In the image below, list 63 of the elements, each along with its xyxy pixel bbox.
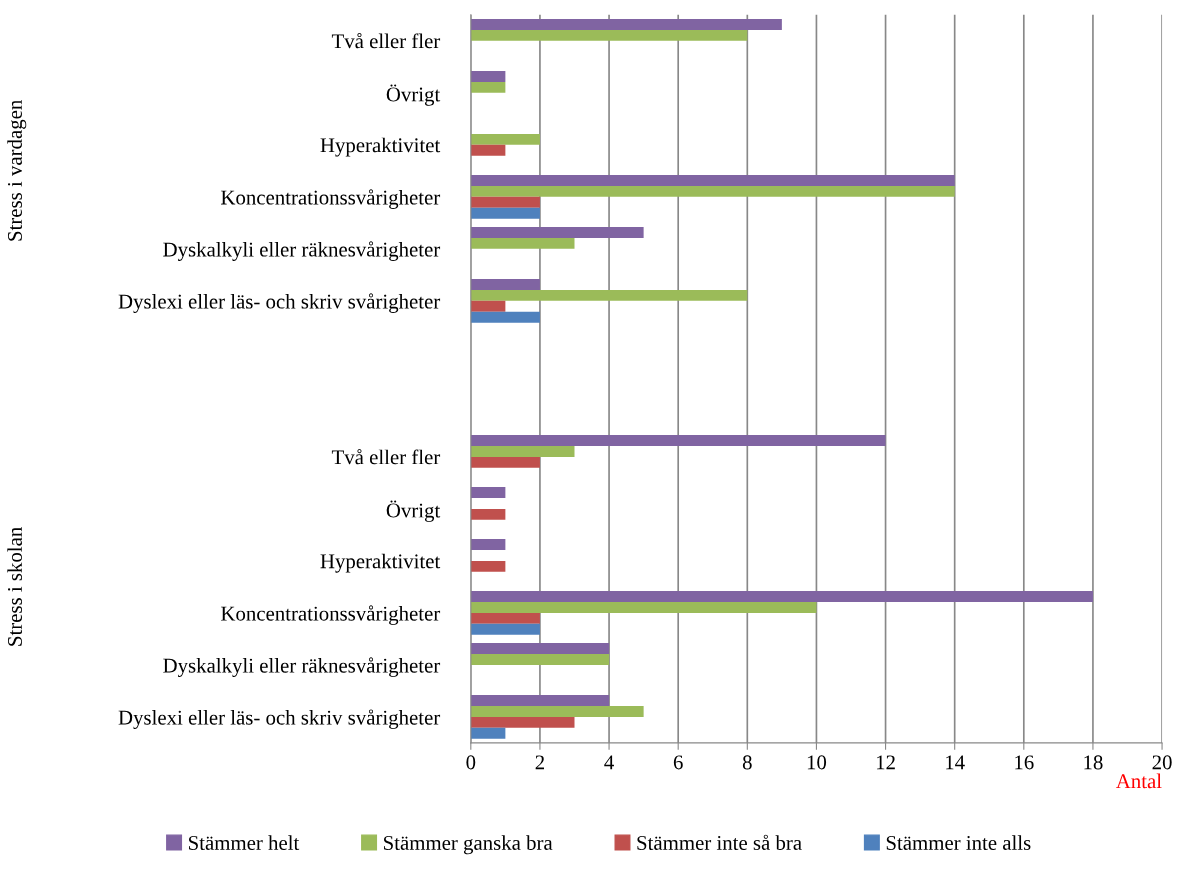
- bar: [470, 207, 540, 219]
- bar: [470, 29, 748, 41]
- bar: [470, 227, 644, 238]
- bar: [470, 185, 955, 197]
- bar: [470, 539, 506, 550]
- x-tick-label: 12: [876, 755, 895, 770]
- bar: [470, 487, 506, 498]
- x-axis-title: Antal: [1115, 773, 1162, 789]
- x-tick-label: 16: [1015, 755, 1034, 770]
- y-tick-label: Dyslexi eller läs- och skriv svårigheter: [118, 709, 441, 729]
- bar: [470, 311, 540, 323]
- bar: [470, 237, 575, 249]
- y-tick-label: Dyslexi eller läs- och skriv svårigheter: [118, 293, 441, 313]
- bar: [470, 445, 575, 457]
- bar: [470, 196, 540, 208]
- x-tick-label: 8: [742, 755, 752, 770]
- y-tick-label: Koncentrationssvårigheter: [221, 189, 441, 209]
- y-tick-label: Dyskalkyli eller räknesvårigheter: [163, 241, 441, 261]
- y-tick-label: Två eller fler: [331, 32, 441, 49]
- text: Stress i skolan: [7, 527, 22, 646]
- bar: [470, 279, 540, 290]
- legend-label: Stämmer inte så bra: [637, 834, 802, 850]
- bar: [470, 695, 610, 706]
- bar: [470, 71, 506, 82]
- bar: [470, 601, 817, 613]
- bar: [470, 591, 1093, 602]
- bar: [470, 81, 506, 93]
- bar: [470, 508, 506, 520]
- bar: [470, 623, 540, 635]
- bar: [470, 19, 782, 30]
- text: Stress i vardagen: [7, 100, 27, 241]
- legend-label: Stämmer inte alls: [886, 835, 1031, 850]
- bar: [470, 653, 610, 665]
- y-tick-label: Hyperaktivitet: [320, 137, 441, 157]
- bar: [470, 643, 610, 654]
- bar: [470, 456, 540, 468]
- y-tick-label: Koncentrationssvårigheter: [221, 605, 441, 625]
- x-tick-label: 18: [1084, 755, 1103, 770]
- x-tick-label: 20: [1152, 755, 1172, 770]
- x-tick-label: 10: [807, 755, 827, 770]
- bar: [470, 300, 506, 312]
- y-tick-label: Övrigt: [386, 84, 441, 106]
- bar: [470, 175, 955, 186]
- x-tick-label: 14: [946, 755, 965, 770]
- y-tick-label: Övrigt: [386, 500, 441, 522]
- legend-label: Stämmer helt: [189, 835, 300, 850]
- legend-label: Stämmer ganska bra: [384, 835, 553, 855]
- bar: [470, 727, 506, 739]
- y-tick-label: Hyperaktivitet: [320, 553, 441, 573]
- bar: [470, 560, 506, 572]
- x-tick-label: 0: [466, 755, 476, 770]
- bar: [470, 144, 506, 156]
- x-tick-label: 2: [535, 755, 544, 770]
- y-tick-label: Två eller fler: [331, 449, 441, 465]
- bar: [470, 716, 575, 728]
- x-tick-label: 6: [673, 755, 683, 770]
- y-tick-label: Dyskalkyli eller räknesvårigheter: [163, 657, 441, 677]
- bar: [470, 133, 540, 145]
- bar: [470, 612, 540, 624]
- bar: [470, 289, 748, 301]
- bar: [470, 435, 886, 446]
- x-tick-label: 4: [604, 755, 614, 770]
- bar: [470, 706, 644, 717]
